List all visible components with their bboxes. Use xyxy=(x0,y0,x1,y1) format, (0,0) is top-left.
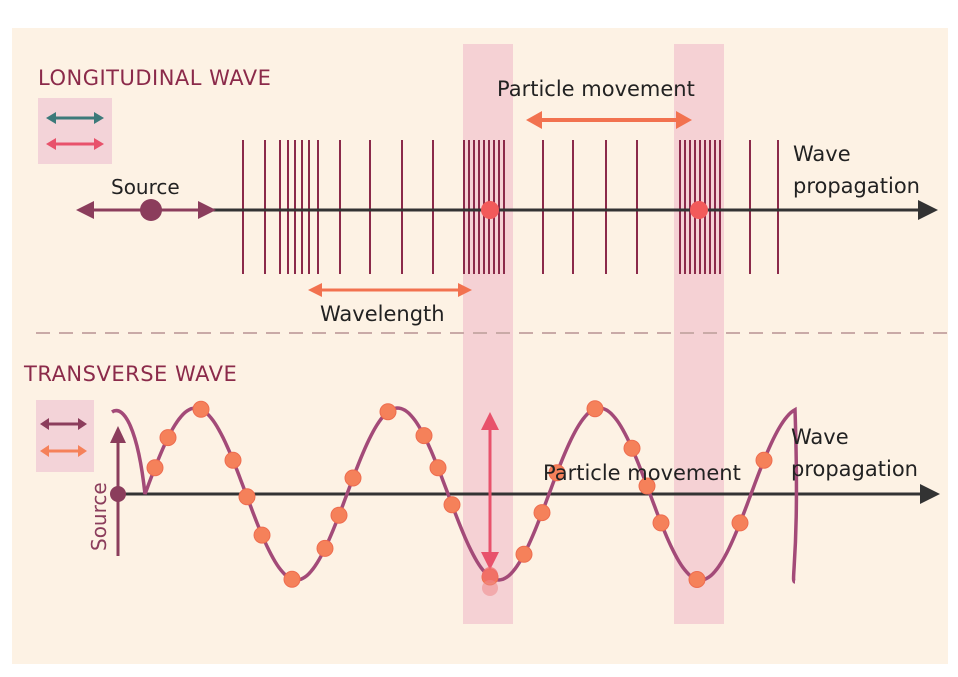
transverse-wave-label: Wave xyxy=(791,425,849,449)
longitudinal-legend xyxy=(38,98,112,164)
transverse-particle xyxy=(533,504,551,522)
transverse-legend xyxy=(36,400,94,472)
transverse-particles xyxy=(146,400,773,588)
wavelength-label: Wavelength xyxy=(320,302,445,326)
longitudinal-source-label: Source xyxy=(111,175,180,199)
longitudinal-propagation-label: propagation xyxy=(793,174,920,198)
transverse-source-dot xyxy=(110,486,126,502)
transverse-propagation-label: propagation xyxy=(791,457,918,481)
transverse-ghost-particle-2 xyxy=(482,580,498,596)
longitudinal-particle-2 xyxy=(690,201,708,219)
longitudinal-particle-movement-arrow xyxy=(526,111,692,129)
transverse-particle xyxy=(731,514,749,532)
longitudinal-particle-1 xyxy=(481,201,499,219)
transverse-particle xyxy=(755,451,773,469)
transverse-particle xyxy=(638,477,656,495)
transverse-particle xyxy=(415,427,433,445)
legend-arrow-pink xyxy=(46,138,104,150)
transverse-particle-movement-arrow xyxy=(481,412,499,570)
transverse-particle xyxy=(443,496,461,514)
transverse-particle xyxy=(429,459,447,477)
transverse-propagation-arrowhead xyxy=(920,484,940,504)
transverse-particle xyxy=(623,439,641,457)
transverse-particle-movement-label: Particle movement xyxy=(543,461,741,485)
transverse-particle xyxy=(146,459,164,477)
transverse-particle xyxy=(192,400,210,418)
transverse-particle xyxy=(330,506,348,524)
transverse-wave-curve xyxy=(111,406,799,584)
longitudinal-particle-movement-label: Particle movement xyxy=(497,77,695,101)
transverse-source-label: Source xyxy=(87,482,111,551)
compression-lines xyxy=(242,140,779,274)
legend-arrow-plum xyxy=(40,418,87,430)
longitudinal-title: LONGITUDINAL WAVE xyxy=(38,66,271,90)
transverse-particle xyxy=(238,488,256,506)
transverse-particle xyxy=(379,403,397,421)
legend-arrow-orange xyxy=(40,445,87,457)
wavelength-arrow xyxy=(308,283,472,297)
transverse-particle xyxy=(159,429,177,447)
transverse-particle xyxy=(344,469,362,487)
transverse-particle xyxy=(652,514,670,532)
transverse-particle xyxy=(548,464,566,482)
transverse-particle xyxy=(515,545,533,563)
longitudinal-source-dot xyxy=(140,199,162,221)
transverse-particle xyxy=(688,571,706,588)
transverse-particle xyxy=(224,451,242,469)
transverse-particle xyxy=(316,539,334,557)
transverse-particle xyxy=(283,570,301,588)
transverse-ghost-particle-1 xyxy=(482,567,498,583)
legend-arrow-teal xyxy=(46,112,104,124)
transverse-particle xyxy=(253,526,271,544)
longitudinal-propagation-arrowhead xyxy=(918,200,938,220)
transverse-title: TRANSVERSE WAVE xyxy=(23,362,237,386)
longitudinal-wave-label: Wave xyxy=(793,142,851,166)
transverse-particle xyxy=(586,400,604,418)
